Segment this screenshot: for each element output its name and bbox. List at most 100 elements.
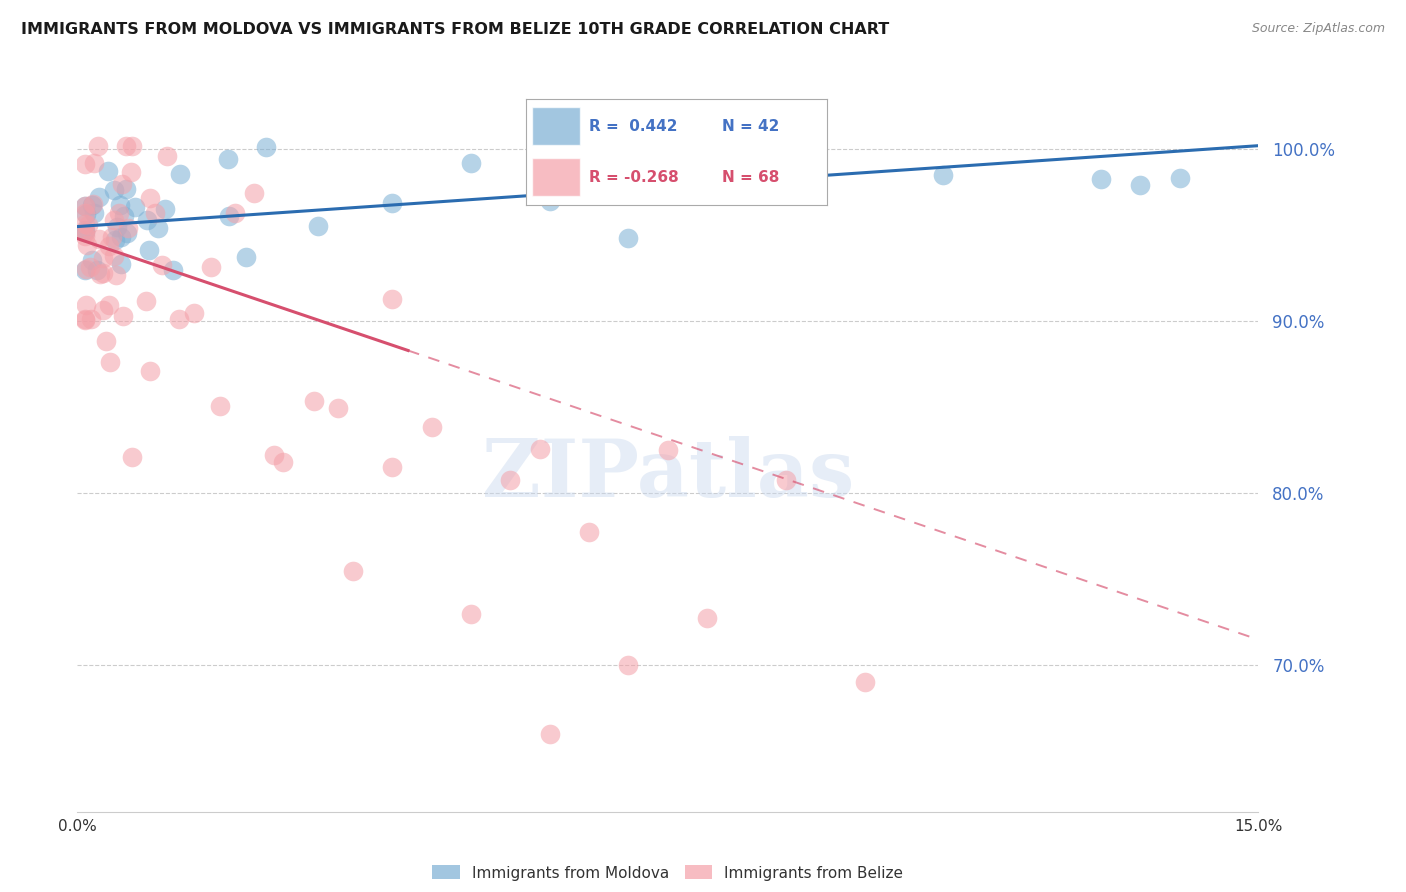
Text: IMMIGRANTS FROM MOLDOVA VS IMMIGRANTS FROM BELIZE 10TH GRADE CORRELATION CHART: IMMIGRANTS FROM MOLDOVA VS IMMIGRANTS FR… — [21, 22, 890, 37]
Point — [243, 186, 266, 200]
Point — [538, 194, 561, 208]
Point — [115, 138, 138, 153]
Point — [94, 334, 117, 348]
Point — [381, 293, 404, 307]
Point — [115, 182, 138, 196]
Point — [1168, 171, 1191, 186]
Point — [657, 442, 679, 457]
Point — [75, 217, 97, 231]
Point — [75, 206, 97, 220]
Point — [696, 176, 718, 190]
Point — [117, 220, 139, 235]
Point — [110, 229, 132, 244]
Point — [529, 442, 551, 456]
Point — [381, 196, 404, 211]
Point — [89, 267, 111, 281]
Point — [460, 607, 482, 621]
Point — [82, 198, 104, 212]
Point — [169, 168, 191, 182]
Text: ZIPatlas: ZIPatlas — [482, 436, 853, 515]
Point — [153, 202, 176, 216]
Point — [307, 219, 329, 233]
Point — [87, 232, 110, 246]
Point — [138, 243, 160, 257]
Point — [1129, 178, 1152, 192]
Point — [617, 231, 640, 245]
FancyBboxPatch shape — [531, 158, 581, 196]
Point — [75, 199, 97, 213]
Point — [148, 220, 170, 235]
Point — [104, 268, 127, 283]
Point — [83, 206, 105, 220]
Point — [76, 238, 98, 252]
Point — [105, 220, 128, 235]
Point — [775, 134, 797, 148]
Point — [103, 249, 125, 263]
Point — [460, 155, 482, 169]
Point — [578, 525, 600, 540]
Point — [77, 218, 100, 232]
Point — [82, 197, 104, 211]
Point — [200, 260, 222, 274]
Point — [121, 138, 143, 153]
Point — [696, 611, 718, 625]
Point — [217, 152, 239, 166]
Point — [156, 149, 179, 163]
Point — [96, 163, 118, 178]
Point — [263, 448, 285, 462]
Point — [271, 455, 294, 469]
Point — [79, 260, 101, 274]
Text: N = 42: N = 42 — [721, 119, 779, 134]
Point — [101, 230, 124, 244]
Point — [121, 450, 143, 464]
Point — [111, 177, 134, 191]
Point — [75, 298, 97, 312]
Point — [162, 262, 184, 277]
Point — [86, 138, 108, 153]
Point — [100, 354, 122, 368]
Point — [110, 257, 132, 271]
Point — [75, 223, 97, 237]
Point — [83, 156, 105, 170]
Point — [104, 233, 127, 247]
Point — [75, 157, 97, 171]
Point — [326, 401, 349, 415]
Point — [103, 183, 125, 197]
Point — [75, 225, 97, 239]
Point — [108, 198, 131, 212]
Point — [208, 400, 231, 414]
Point — [254, 140, 277, 154]
Text: Source: ZipAtlas.com: Source: ZipAtlas.com — [1251, 22, 1385, 36]
Point — [112, 209, 135, 223]
Point — [932, 168, 955, 182]
Point — [103, 213, 125, 227]
Point — [617, 658, 640, 673]
Point — [86, 262, 108, 277]
Point — [135, 294, 157, 309]
Point — [775, 474, 797, 488]
Text: N = 68: N = 68 — [721, 169, 779, 185]
Point — [124, 200, 146, 214]
Point — [183, 306, 205, 320]
Point — [75, 262, 97, 277]
Point — [98, 298, 121, 312]
Point — [120, 165, 142, 179]
Point — [80, 252, 103, 267]
Point — [150, 258, 173, 272]
Point — [538, 727, 561, 741]
Point — [75, 207, 97, 221]
Point — [91, 252, 114, 266]
Point — [75, 313, 97, 327]
Point — [75, 229, 97, 244]
Point — [75, 262, 97, 277]
Point — [143, 206, 166, 220]
Point — [381, 460, 404, 475]
Point — [302, 393, 325, 408]
Point — [136, 213, 159, 227]
Point — [224, 206, 246, 220]
Point — [235, 251, 257, 265]
Point — [218, 210, 240, 224]
Point — [75, 199, 97, 213]
Text: R = -0.268: R = -0.268 — [589, 169, 679, 185]
Point — [139, 364, 162, 378]
